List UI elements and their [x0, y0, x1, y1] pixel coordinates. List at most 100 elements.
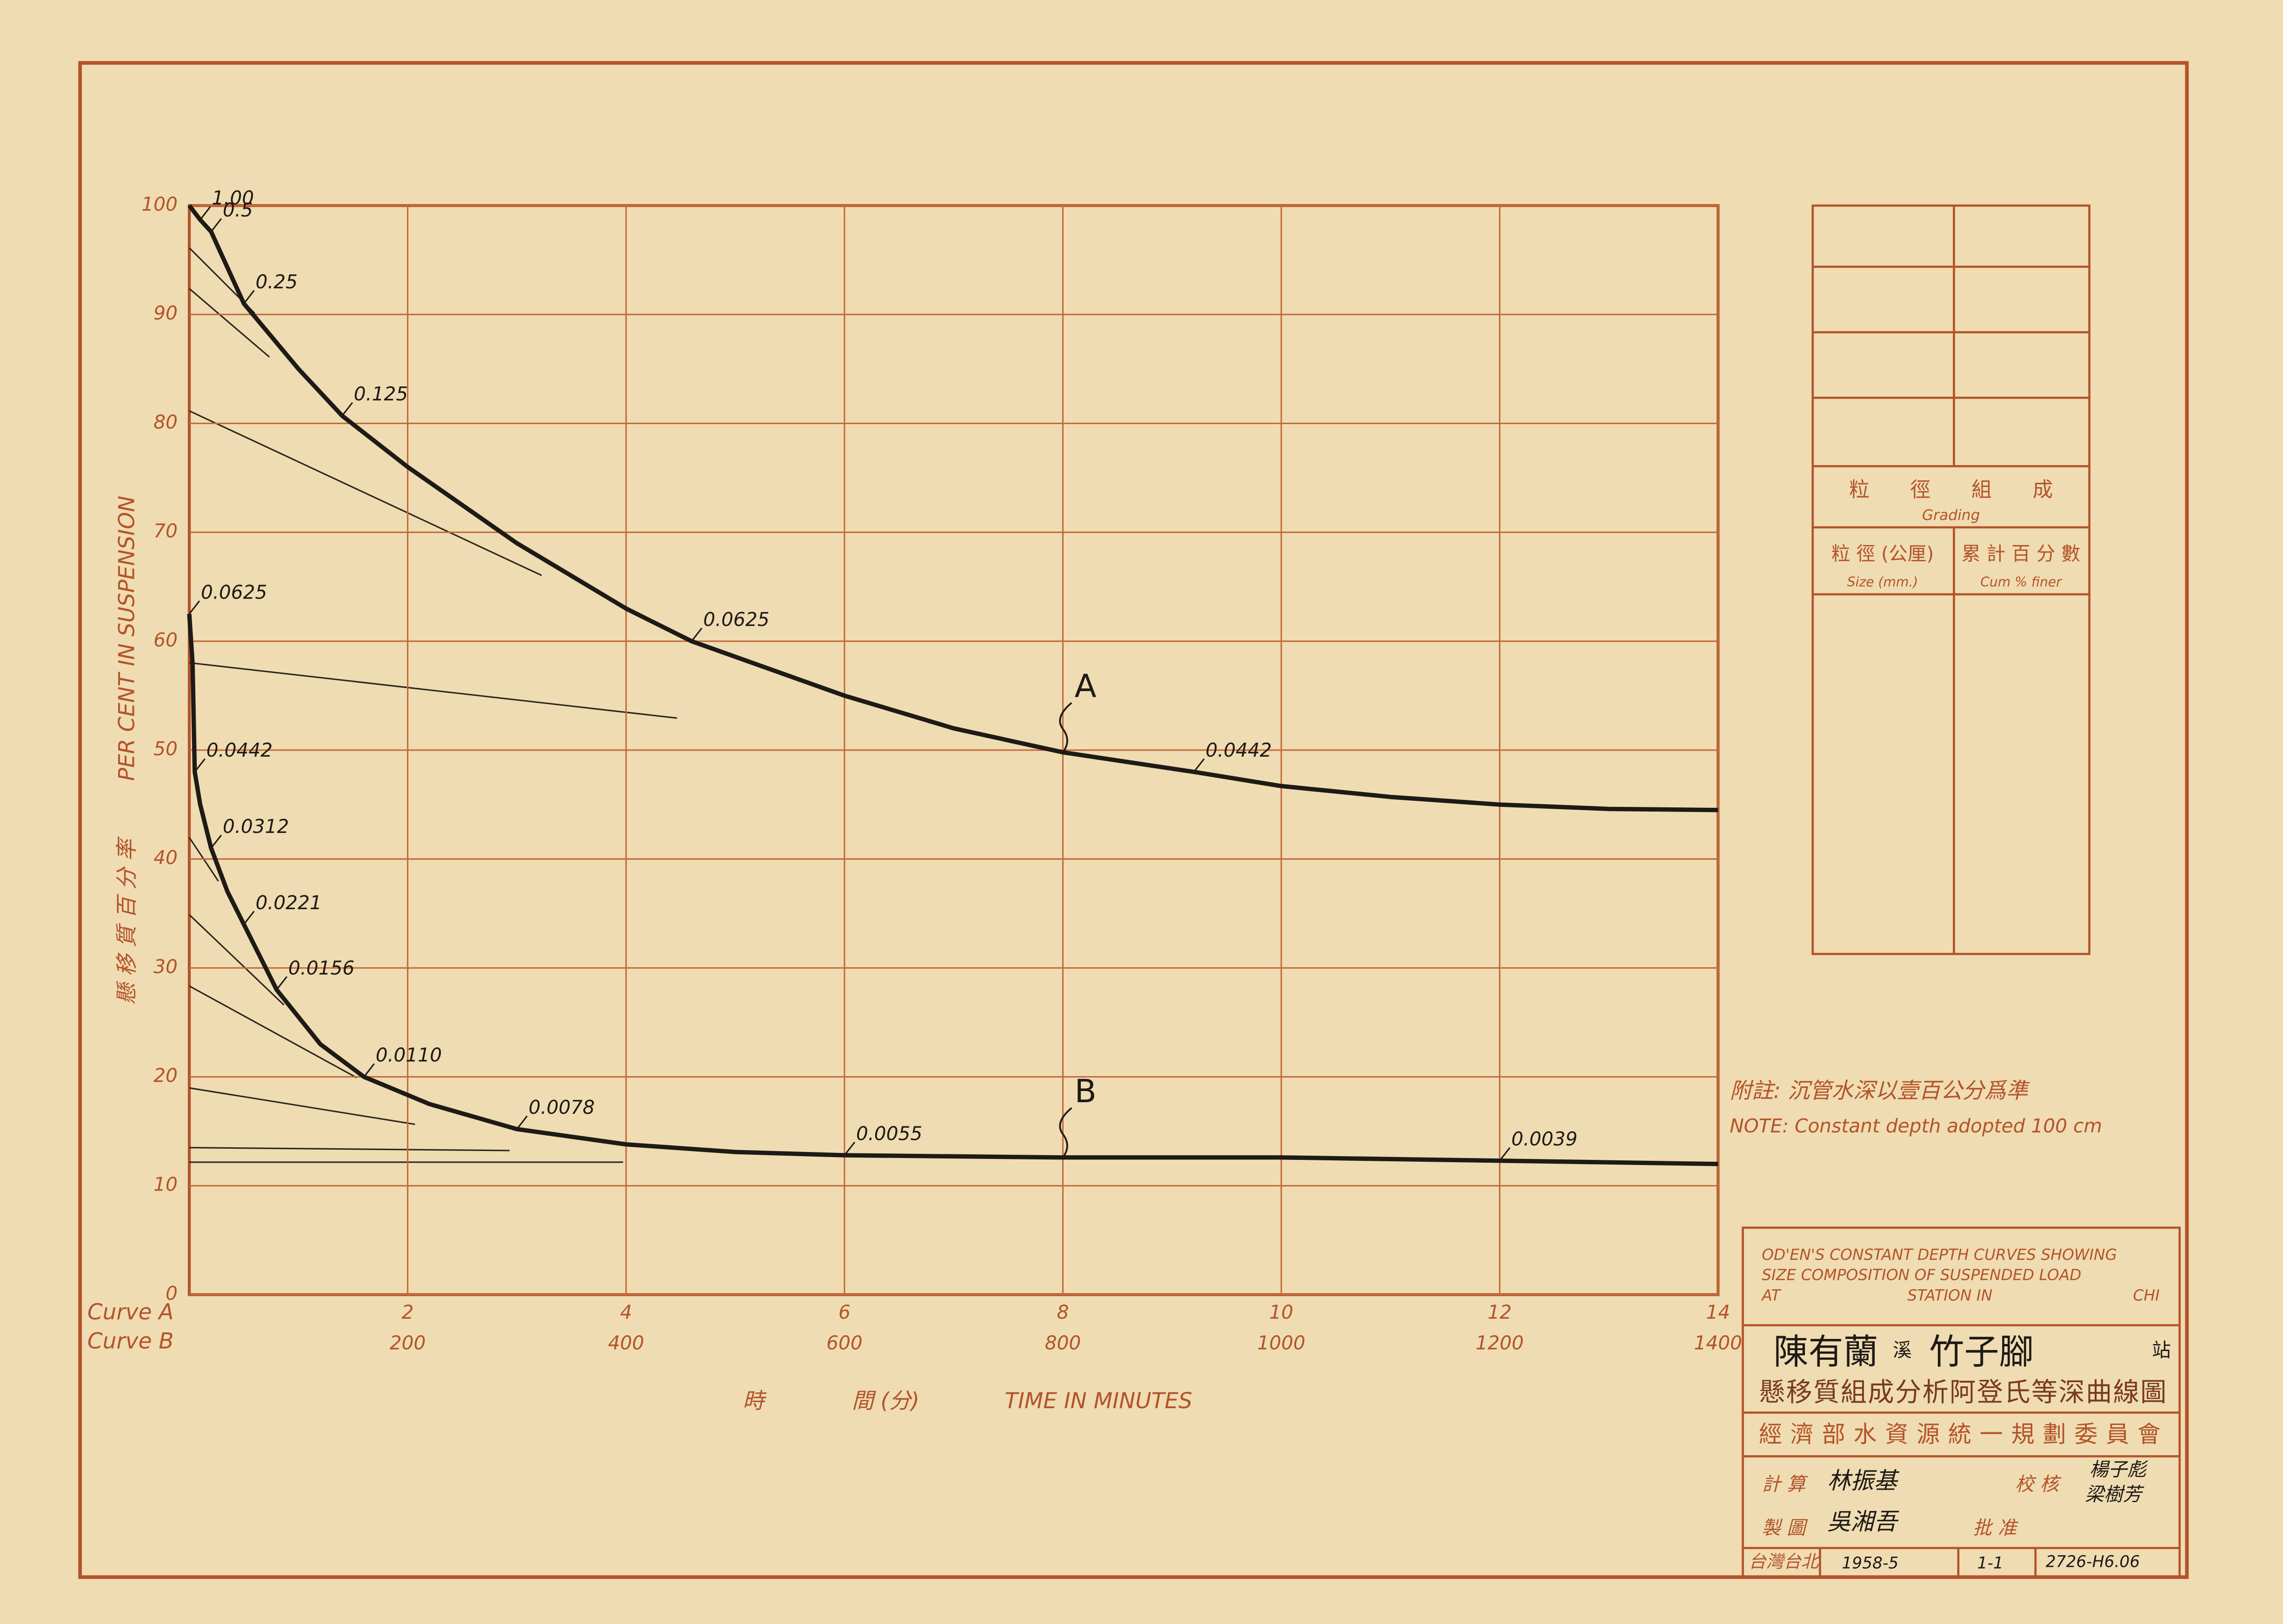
point-label: 0.0625: [201, 581, 267, 603]
station-suffix: 站: [2152, 1339, 2171, 1361]
x2-tick-label: 200: [390, 1331, 426, 1354]
place: 台灣台北: [1749, 1551, 1821, 1571]
title-en: CHI: [2133, 1286, 2160, 1304]
x-label-zh: 時 間 (分): [743, 1388, 919, 1414]
column-en: Size (mm.): [1847, 574, 1918, 590]
grading-en: Grading: [1922, 507, 1980, 524]
tangent: [188, 288, 270, 358]
river-suffix: 溪: [1893, 1339, 1912, 1361]
y-label-zh: 懸 移 質 百 分 率: [114, 836, 140, 1005]
title-en: OD'EN'S CONSTANT DEPTH CURVES SHOWING: [1762, 1245, 2117, 1264]
check-label: 校 核: [2015, 1473, 2062, 1495]
label-leader: [363, 1063, 375, 1078]
table-border: [1811, 204, 2090, 955]
label-leader: [194, 758, 206, 772]
agency: 經濟部水資源統一規劃委員會: [1759, 1421, 2161, 1448]
point-label: 0.0442: [1205, 739, 1271, 761]
point-label: 0.125: [354, 383, 408, 405]
label-leader: [210, 218, 222, 233]
y-tick-label: 10: [153, 1173, 178, 1196]
x-axis-name: Curve B: [87, 1329, 174, 1354]
point-label: 0.5: [223, 199, 253, 221]
x-tick-label: 4: [620, 1301, 632, 1324]
date: 1958-5: [1842, 1554, 1898, 1573]
y-tick-label: 0: [166, 1282, 178, 1305]
info-table-frame: [1811, 204, 2090, 955]
label-leader: [210, 834, 222, 849]
name-leader: [1059, 702, 1072, 753]
title-zh: 懸移質組成分析阿登氏等深曲線圖: [1759, 1377, 2167, 1407]
column-en: Cum % finer: [1980, 574, 2063, 590]
x-tick-label: 10: [1269, 1301, 1293, 1324]
point-label: 1.00: [212, 187, 254, 209]
tangent: [189, 1087, 415, 1125]
point-label: 0.0156: [288, 957, 354, 979]
point-label: 0.0078: [528, 1096, 594, 1118]
station: 竹子腳: [1929, 1331, 2034, 1372]
title-en: SIZE COMPOSITION OF SUSPENDED LOAD: [1762, 1266, 2081, 1284]
calc-label: 計 算: [1762, 1473, 1809, 1495]
tangent: [189, 410, 542, 576]
name-leader: [1059, 1107, 1072, 1158]
calc-name: 林振基: [1827, 1467, 1899, 1494]
draw-label: 製 圖: [1762, 1517, 1808, 1539]
point-label: 0.25: [255, 271, 298, 293]
label-leader: [276, 976, 287, 991]
y-axis-label: 懸 移 質 百 分 率 PER CENT IN SUSPENSION: [114, 496, 140, 1005]
number: 2726-H6.06: [2046, 1552, 2140, 1571]
label-leader: [188, 600, 200, 615]
y-tick-label: 90: [153, 302, 178, 324]
river: 陳有蘭: [1773, 1331, 1878, 1372]
title-en: AT: [1761, 1286, 1782, 1304]
sheet: 1-1: [1977, 1554, 2003, 1573]
point-label: 0.0110: [376, 1044, 442, 1066]
label-leader: [341, 402, 353, 416]
y-tick-label: 80: [153, 411, 178, 433]
label-leader: [1193, 758, 1205, 772]
note-en: NOTE: Constant depth adopted 100 cm: [1730, 1115, 2102, 1137]
draw-name: 吳湘吾: [1827, 1508, 1899, 1535]
x-tick-label: 12: [1488, 1301, 1512, 1324]
column-zh: 累 計 百 分 數: [1962, 542, 2080, 565]
x-tick-label: 2: [402, 1301, 414, 1324]
title-block-border: [1742, 1226, 2181, 1578]
label-leader: [844, 1141, 855, 1156]
label-leader: [691, 627, 703, 642]
label-leader: [243, 911, 255, 925]
title-en: STATION IN: [1907, 1286, 1992, 1304]
x-tick-label: 14: [1706, 1301, 1730, 1324]
point-label: 0.0039: [1511, 1128, 1577, 1150]
y-tick-label: 70: [153, 520, 178, 542]
note-zh: 附註: 沉管水深以壹百公分爲準: [1730, 1078, 2030, 1104]
x2-tick-label: 600: [826, 1331, 863, 1354]
tangent: [189, 1147, 510, 1151]
column-zh: 粒 徑 (公厘): [1831, 542, 1934, 565]
point-label: 0.0312: [223, 815, 289, 838]
x-axis-name: Curve A: [87, 1299, 174, 1325]
label-leader: [200, 206, 211, 220]
y-tick-label: 20: [153, 1064, 178, 1086]
check-name: 梁樹芳: [2085, 1483, 2144, 1505]
y-label-en: PER CENT IN SUSPENSION: [114, 496, 140, 781]
series-name: B: [1074, 1073, 1096, 1110]
label-leader: [1499, 1147, 1511, 1161]
x2-tick-label: 1200: [1476, 1331, 1524, 1354]
check-name: 楊子彪: [2090, 1458, 2148, 1481]
tangent: [189, 985, 357, 1078]
y-tick-label: 100: [141, 193, 178, 215]
label-leader: [243, 290, 255, 304]
point-label: 0.0442: [206, 739, 273, 761]
x2-tick-label: 800: [1045, 1331, 1081, 1354]
point-label: 0.0055: [856, 1122, 922, 1145]
label-leader: [516, 1115, 528, 1130]
x-label-en: TIME IN MINUTES: [1005, 1388, 1192, 1414]
series-name: A: [1074, 668, 1096, 705]
x-tick-label: 8: [1057, 1301, 1069, 1324]
x-tick-label: 6: [839, 1301, 851, 1324]
title-block-frame: [1742, 1226, 2181, 1578]
grading-zh: 粒 徑 組 成: [1849, 478, 2053, 502]
tangent: [189, 662, 677, 719]
approve-label: 批 准: [1973, 1517, 2019, 1539]
